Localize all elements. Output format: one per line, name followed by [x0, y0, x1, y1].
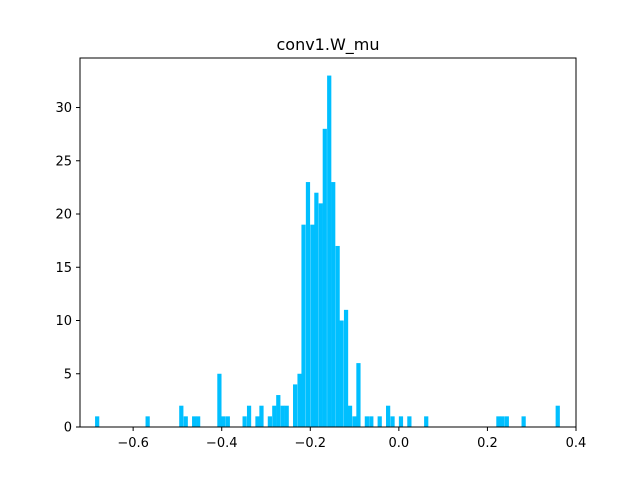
histogram-bar [364, 416, 369, 427]
histogram-bar [284, 405, 289, 427]
y-tick-label: 25 [55, 154, 72, 169]
histogram-bar [272, 405, 277, 427]
histogram-bar [192, 416, 197, 427]
x-tick-label: 0.2 [477, 436, 498, 451]
histogram-bar [318, 203, 323, 427]
x-tick-label: −0.2 [294, 436, 326, 451]
x-tick-label: 0.0 [389, 436, 410, 451]
y-tick-label: 10 [55, 314, 72, 329]
histogram-bar [327, 75, 332, 427]
y-tick-label: 15 [55, 261, 72, 276]
histogram-bar [217, 373, 222, 427]
histogram-bar [369, 416, 374, 427]
y-tick-label: 0 [64, 421, 72, 436]
histogram-bar [267, 416, 272, 427]
histogram-bar [242, 416, 247, 427]
histogram-bar [183, 416, 188, 427]
histogram-bar [221, 416, 226, 427]
y-tick-label: 20 [55, 208, 72, 223]
histogram-bar [310, 224, 315, 427]
histogram-bar [331, 182, 336, 427]
histogram-bar [504, 416, 509, 427]
x-tick-label: −0.4 [206, 436, 238, 451]
histogram-bar [322, 128, 327, 427]
histogram-bar [255, 416, 260, 427]
histogram-bar [377, 416, 382, 427]
histogram-bar [301, 224, 306, 427]
histogram-bars [95, 75, 560, 427]
x-tick-label: −0.6 [117, 436, 149, 451]
histogram-bar [314, 192, 319, 427]
histogram-bar [352, 416, 357, 427]
histogram-bar [293, 384, 298, 427]
histogram-bar [407, 416, 412, 427]
y-tick-label: 5 [64, 367, 72, 382]
y-axis: 0 5 10 15 20 25 30 [55, 101, 80, 436]
histogram-bar [225, 416, 230, 427]
histogram-bar [95, 416, 100, 427]
histogram-bar [521, 416, 526, 427]
axes-frame [79, 57, 577, 428]
histogram-bar [339, 320, 344, 427]
histogram-bar [356, 363, 361, 427]
histogram-bar [145, 416, 150, 427]
chart-title: conv1.W_mu [276, 35, 379, 55]
histogram-bar [555, 405, 560, 427]
histogram-bar [276, 395, 281, 427]
histogram-bar [297, 373, 302, 427]
histogram-bar [347, 405, 353, 427]
histogram-bar [500, 416, 505, 427]
y-tick-label: 30 [55, 101, 72, 116]
histogram-bar [424, 416, 429, 427]
histogram-bar [305, 182, 311, 427]
x-tick-label: 0.4 [566, 436, 587, 451]
histogram-bar [343, 309, 349, 427]
histogram-bar [280, 405, 285, 427]
x-axis: −0.6 −0.4 −0.2 0.0 0.2 0.4 [117, 427, 586, 451]
histogram-bar [496, 416, 501, 427]
histogram-bar [259, 405, 264, 427]
histogram-bar [179, 405, 184, 427]
histogram-bar [246, 405, 252, 427]
histogram-bar [335, 245, 340, 427]
histogram-bar [386, 405, 391, 427]
histogram-bar [196, 416, 201, 427]
histogram-bar [398, 416, 404, 427]
histogram-bar [390, 416, 395, 427]
